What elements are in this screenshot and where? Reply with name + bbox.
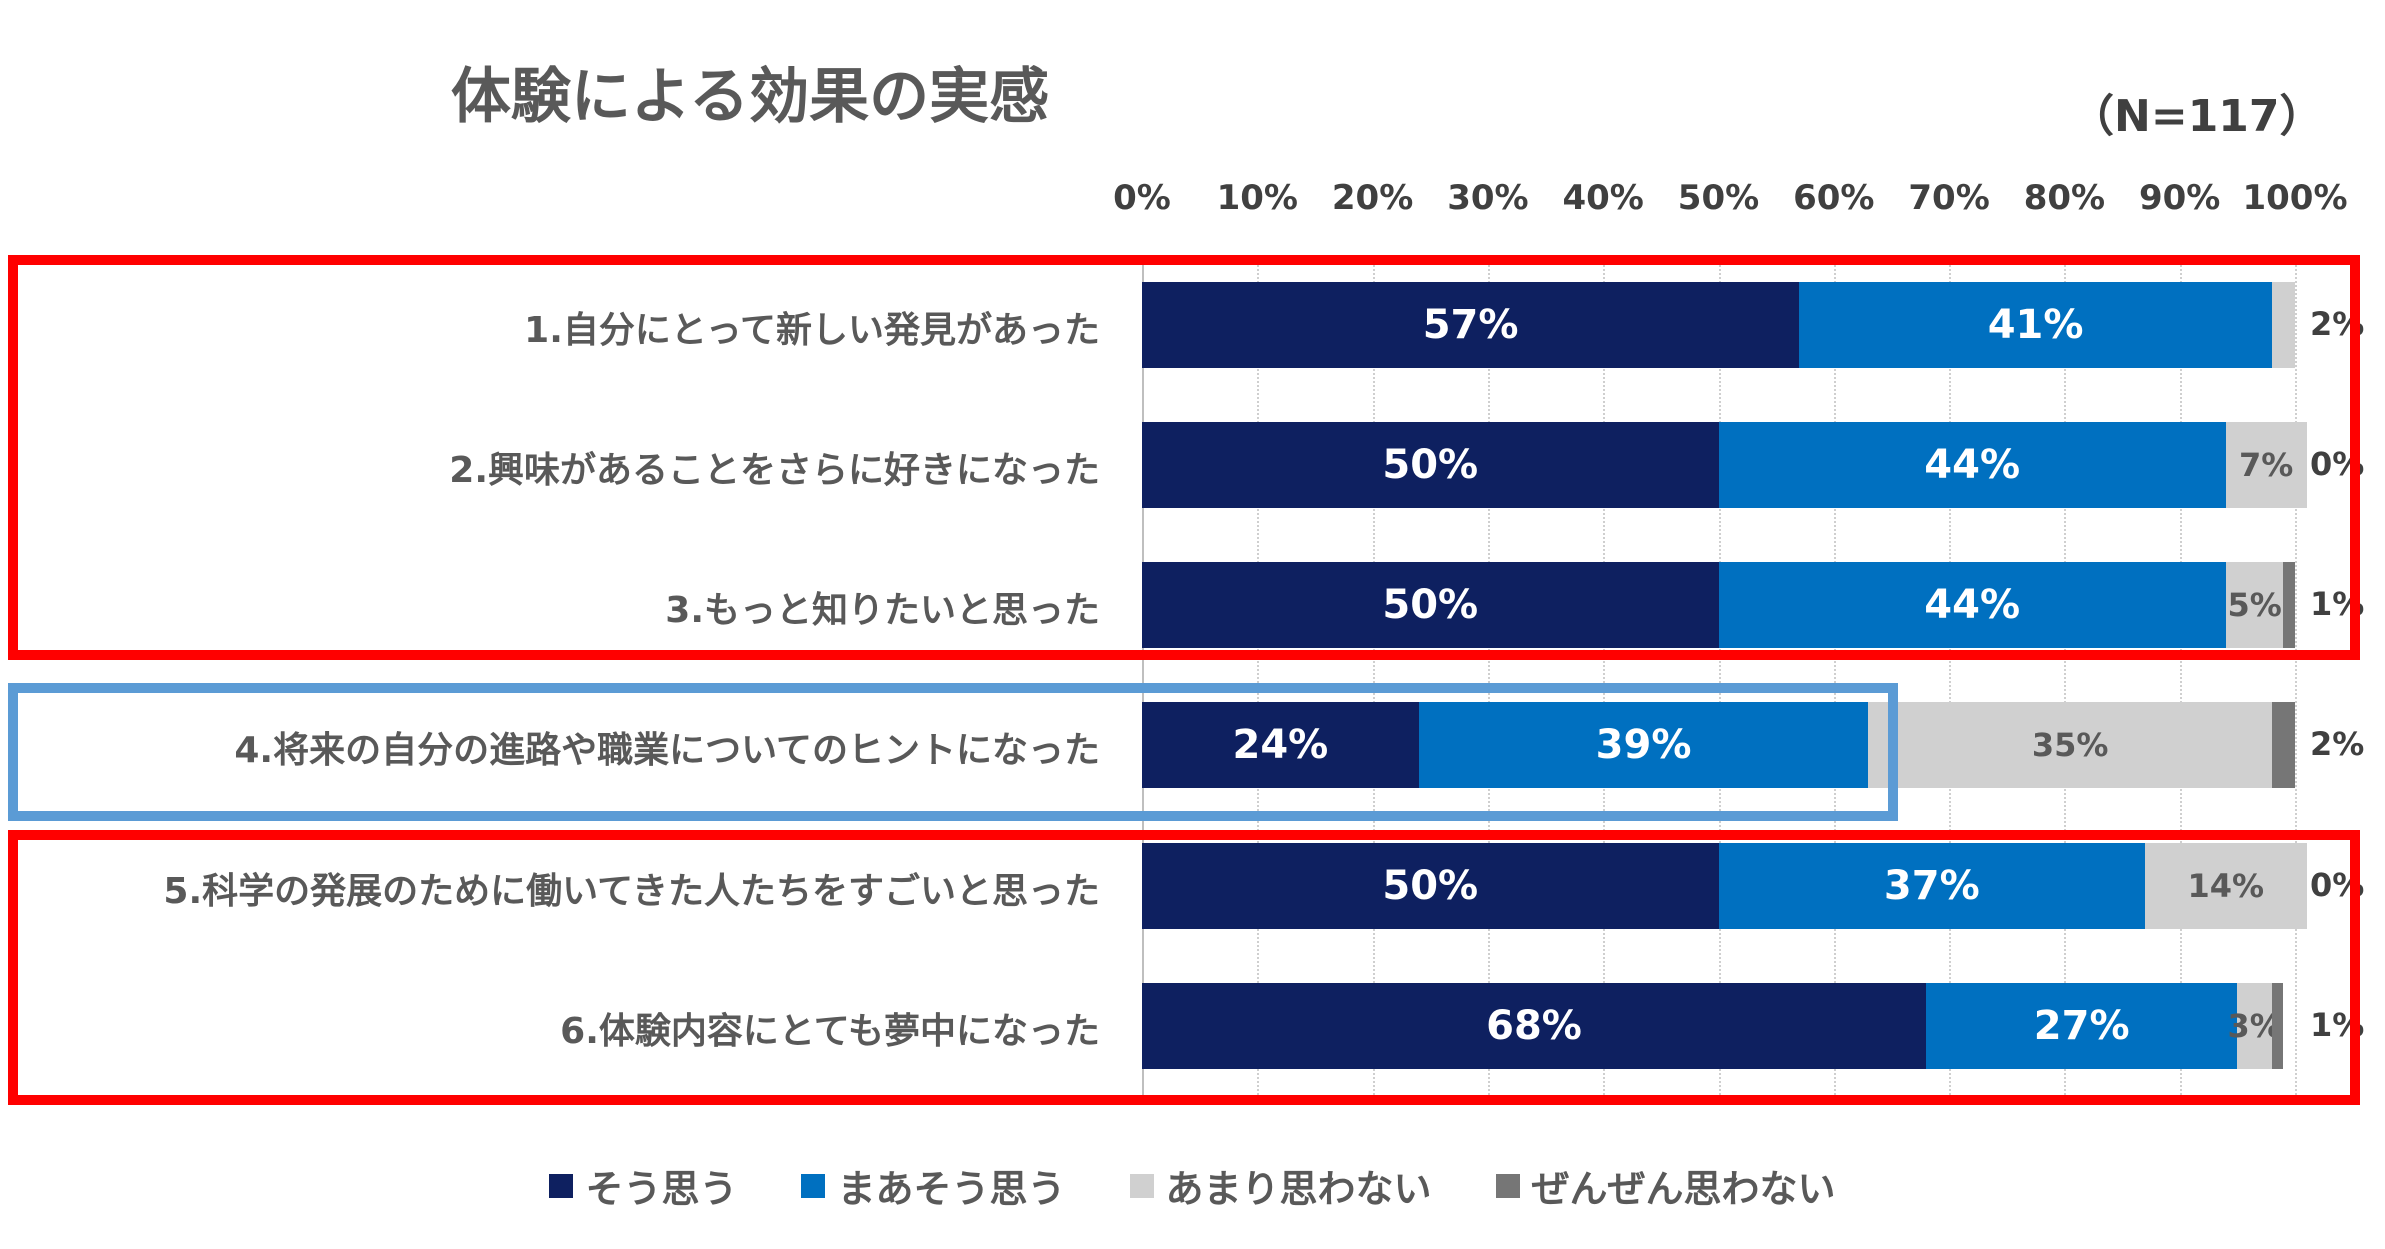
x-tick-label: 40%: [1562, 178, 1644, 218]
chart-title: 体験による効果の実感: [450, 62, 1050, 132]
gridline: [2064, 260, 2067, 1095]
bar-segment: 7%: [2225, 422, 2307, 508]
legend-item: そう思う: [549, 1158, 737, 1213]
category-label: 6.体験内容にとても夢中になった: [560, 1011, 1100, 1052]
gridline: [2295, 260, 2297, 1095]
x-tick-label: 70%: [1908, 178, 1990, 218]
category-label: 5.科学の発展のために働いてきた人たちをすごいと思った: [163, 871, 1100, 912]
outside-data-label: 2%: [2310, 725, 2365, 763]
legend-item: ぜんぜん思わない: [1495, 1158, 1836, 1213]
data-label: 35%: [2031, 726, 2109, 764]
data-label: 14%: [2187, 867, 2265, 905]
data-label: 24%: [1232, 722, 1329, 768]
data-label: 37%: [1883, 863, 1980, 909]
bar-segment: [2271, 983, 2284, 1069]
data-label: 39%: [1595, 722, 1692, 768]
gridline: [1372, 260, 1375, 1095]
bar-segment: 24%: [1142, 702, 1419, 788]
x-tick-label: 50%: [1677, 178, 1760, 218]
x-tick-label: 0%: [1113, 178, 1171, 218]
gridline: [1718, 260, 1721, 1095]
bar-segment: 14%: [2145, 843, 2307, 929]
legend-item: まあそう思う: [801, 1158, 1066, 1213]
legend-label: あまり思わない: [1165, 1167, 1432, 1211]
bar-segment: 27%: [1926, 983, 2238, 1069]
category-label: 3.もっと知りたいと思った: [665, 590, 1100, 631]
bar-segment: [2271, 702, 2295, 788]
highlight-box: [8, 683, 1898, 821]
bar-segment: 39%: [1418, 702, 1869, 788]
legend: そう思う まあそう思う あまり思わない ぜんぜん思わない: [0, 1158, 2385, 1213]
bar-segment: 68%: [1142, 983, 1927, 1069]
gridline: [1949, 260, 1952, 1095]
legend-item: あまり思わない: [1129, 1158, 1432, 1213]
gridline: [2179, 260, 2182, 1095]
data-label: 44%: [1924, 582, 2021, 628]
legend-label: そう思う: [585, 1167, 738, 1211]
bar-segment: 44%: [1718, 562, 2226, 648]
x-tick-label: 10%: [1216, 178, 1298, 218]
bar-segment: 57%: [1142, 282, 1800, 368]
data-label: 27%: [2033, 1003, 2130, 1049]
data-label: 50%: [1382, 582, 1479, 628]
legend-swatch: [1495, 1173, 1520, 1198]
bar-segment: 5%: [2225, 562, 2284, 648]
data-label: 68%: [1486, 1003, 1582, 1049]
legend-label: ぜんぜん思わない: [1531, 1167, 1836, 1211]
sample-size-note: （N=117）: [2070, 91, 2324, 142]
legend-swatch: [1129, 1173, 1154, 1198]
category-label: 4.将来の自分の進路や職業についてのヒントになった: [234, 730, 1100, 771]
bar-segment: 35%: [1868, 702, 2272, 788]
bar-segment: 50%: [1142, 843, 1719, 929]
highlight-box: [8, 830, 2360, 1105]
data-label: 50%: [1382, 863, 1479, 909]
x-tick-label: 20%: [1331, 178, 1414, 218]
legend-swatch: [801, 1173, 826, 1198]
data-label: 5%: [2227, 586, 2282, 624]
data-label: 41%: [1987, 302, 2084, 348]
legend-label: まあそう思う: [837, 1167, 1066, 1211]
bar-segment: 44%: [1718, 422, 2226, 508]
highlight-box: [8, 255, 2360, 660]
gridline: [1257, 260, 1260, 1095]
category-label: 2.興味があることをさらに好きになった: [449, 450, 1100, 491]
data-label: 44%: [1924, 442, 2021, 488]
bar-segment: [2271, 282, 2295, 368]
category-label: 1.自分にとって新しい発見があった: [524, 310, 1100, 351]
x-tick-label: 60%: [1793, 178, 1875, 218]
bar-segment: 41%: [1799, 282, 2272, 368]
x-tick-label: 80%: [2023, 178, 2106, 218]
y-axis-line: [1142, 260, 1144, 1095]
bar-segment: 50%: [1142, 562, 1719, 648]
data-label: 57%: [1422, 302, 1519, 348]
gridline: [1603, 260, 1606, 1095]
x-tick-label: 30%: [1447, 178, 1529, 218]
x-tick-label: 90%: [2138, 178, 2221, 218]
gridline: [1833, 260, 1836, 1095]
x-tick-label: 100%: [2242, 178, 2348, 218]
bar-segment: 50%: [1142, 422, 1719, 508]
legend-swatch: [549, 1173, 574, 1198]
data-label: 7%: [2239, 446, 2294, 484]
gridline: [1487, 260, 1490, 1095]
data-label: 50%: [1382, 442, 1479, 488]
bar-segment: [2283, 562, 2295, 648]
bar-segment: 37%: [1718, 843, 2146, 929]
